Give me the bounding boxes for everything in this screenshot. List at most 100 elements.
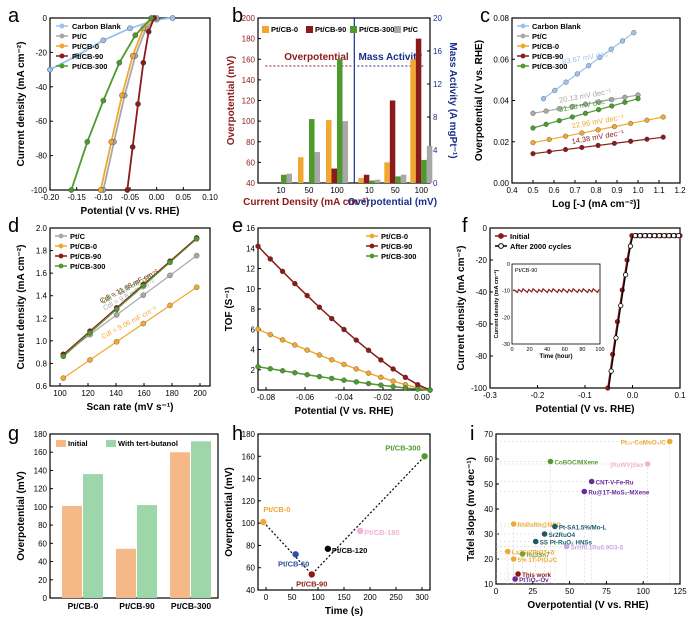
panel-g: g 0 20 40 60 80 100 120 140 160 180 Overpotential (…	[8, 423, 219, 611]
y-tick-label: 1.8	[36, 247, 48, 256]
data-point	[255, 364, 261, 370]
data-point	[378, 374, 384, 380]
inset-y-tick-label: 0	[507, 262, 510, 268]
legend-label: Pt/CB-90	[72, 52, 103, 61]
data-point	[378, 357, 384, 363]
legend-label: Pt/CB-90	[70, 252, 101, 261]
data-point	[415, 386, 421, 392]
data-point	[613, 335, 619, 341]
legend-marker	[520, 53, 526, 59]
legend-marker	[369, 253, 375, 259]
bar	[116, 548, 136, 598]
data-point	[390, 366, 396, 372]
panel-letter: f	[462, 215, 468, 237]
data-point	[608, 368, 614, 374]
data-point	[609, 97, 615, 103]
data-point	[547, 458, 554, 465]
data-point	[540, 96, 547, 102]
data-point	[530, 125, 536, 131]
bar	[410, 59, 416, 183]
x-tick-label: 50	[391, 186, 400, 195]
x-tick-label: 0.8	[590, 186, 602, 195]
y-tick-label: 14	[246, 244, 255, 253]
x-tick-label: 0.00	[149, 193, 165, 202]
y-tick-label: 80	[246, 138, 255, 147]
legend-label: After 2000 cycles	[510, 242, 571, 251]
data-point	[292, 551, 299, 558]
y-tick-label: 0	[43, 14, 48, 23]
data-point	[660, 114, 666, 120]
x-tick-label: 120	[81, 389, 95, 398]
data-point	[267, 331, 273, 338]
y-tick-label: -100	[471, 384, 488, 393]
data-point	[563, 543, 570, 550]
inset-x-tick-label: 80	[579, 347, 585, 353]
x-tick-label: -0.06	[296, 393, 315, 402]
data-point	[390, 383, 396, 390]
data-point	[60, 375, 67, 381]
data-point	[167, 259, 173, 266]
inset-x-tick-label: 100	[595, 347, 604, 353]
data-point	[515, 571, 521, 577]
data-point	[619, 38, 626, 44]
data-point	[60, 353, 67, 360]
legend-marker	[59, 23, 65, 29]
fit-line	[62, 255, 198, 355]
legend-label: Pt/CB-0	[381, 232, 408, 241]
data-point	[530, 140, 536, 146]
bar	[358, 178, 364, 183]
legend-label: Pt/C	[403, 25, 419, 34]
point-label: 5% 1T-PtO₂/C	[518, 557, 558, 564]
x-tick-label: 1.1	[653, 186, 665, 195]
plot-frame	[49, 227, 211, 387]
y-tick-label: 60	[38, 539, 47, 548]
x-tick-label: Pt/CB-300	[171, 601, 211, 611]
y-tick-label: 180	[34, 430, 48, 439]
data-point	[556, 106, 562, 112]
y-tick-label: 1.6	[36, 269, 48, 278]
data-point	[628, 138, 634, 144]
x-axis-label: Overpotential (mV)	[348, 197, 437, 208]
x-tick-label: -0.10	[94, 193, 113, 202]
data-point	[324, 545, 332, 552]
data-point	[510, 556, 517, 562]
data-point	[390, 378, 396, 384]
x-tick-label: 0.00	[414, 393, 430, 402]
data-point	[169, 15, 176, 21]
x-tick-label: 25	[528, 587, 537, 596]
point-label: Pt/CB-120	[332, 546, 367, 555]
data-point	[113, 312, 120, 318]
x-tick-label: 100	[330, 186, 344, 195]
x-axis-label: Potential (V vs. RHE)	[295, 406, 394, 417]
y-tick-label: 1.0	[36, 337, 48, 346]
data-point	[661, 233, 667, 239]
panel-letter: i	[470, 423, 474, 445]
panel-letter: b	[232, 5, 243, 27]
x-tick-label: 0.6	[548, 186, 560, 195]
y-tick-label: 180	[242, 430, 256, 439]
data-point	[132, 32, 139, 39]
data-point	[140, 292, 147, 298]
point-label: Pt-SA1.5%/Mo-L	[559, 525, 607, 532]
legend-label: Pt/CB-90	[381, 242, 412, 251]
data-point	[622, 94, 628, 100]
data-point	[135, 101, 141, 107]
legend-label: Initial	[510, 232, 530, 241]
x-tick-label: 1.0	[632, 186, 644, 195]
data-point	[316, 373, 323, 380]
y-axis-label: Current density (mA cm⁻²)	[456, 246, 467, 371]
data-point	[129, 144, 136, 150]
y-axis-label: Current density (mA cm⁻²)	[16, 245, 27, 370]
data-point	[145, 28, 152, 35]
x-tick-label: -0.20	[41, 193, 60, 202]
data-point	[402, 374, 409, 381]
panel-i: i 0 25 50 75 100 125 10 20 30 40 50 60 70 Overpotentia…	[466, 423, 687, 611]
point-label: SrHf0.1Ru0.9O3-δ	[571, 545, 624, 552]
legend-label: Pt/CB-300	[532, 62, 567, 71]
y-tick-label: 120	[242, 97, 256, 106]
x-axis-label: Time (s)	[325, 606, 363, 617]
y-tick-label: 160	[34, 448, 48, 457]
x-tick-label: 200	[363, 593, 377, 602]
data-point	[574, 71, 580, 77]
bar	[170, 452, 190, 598]
